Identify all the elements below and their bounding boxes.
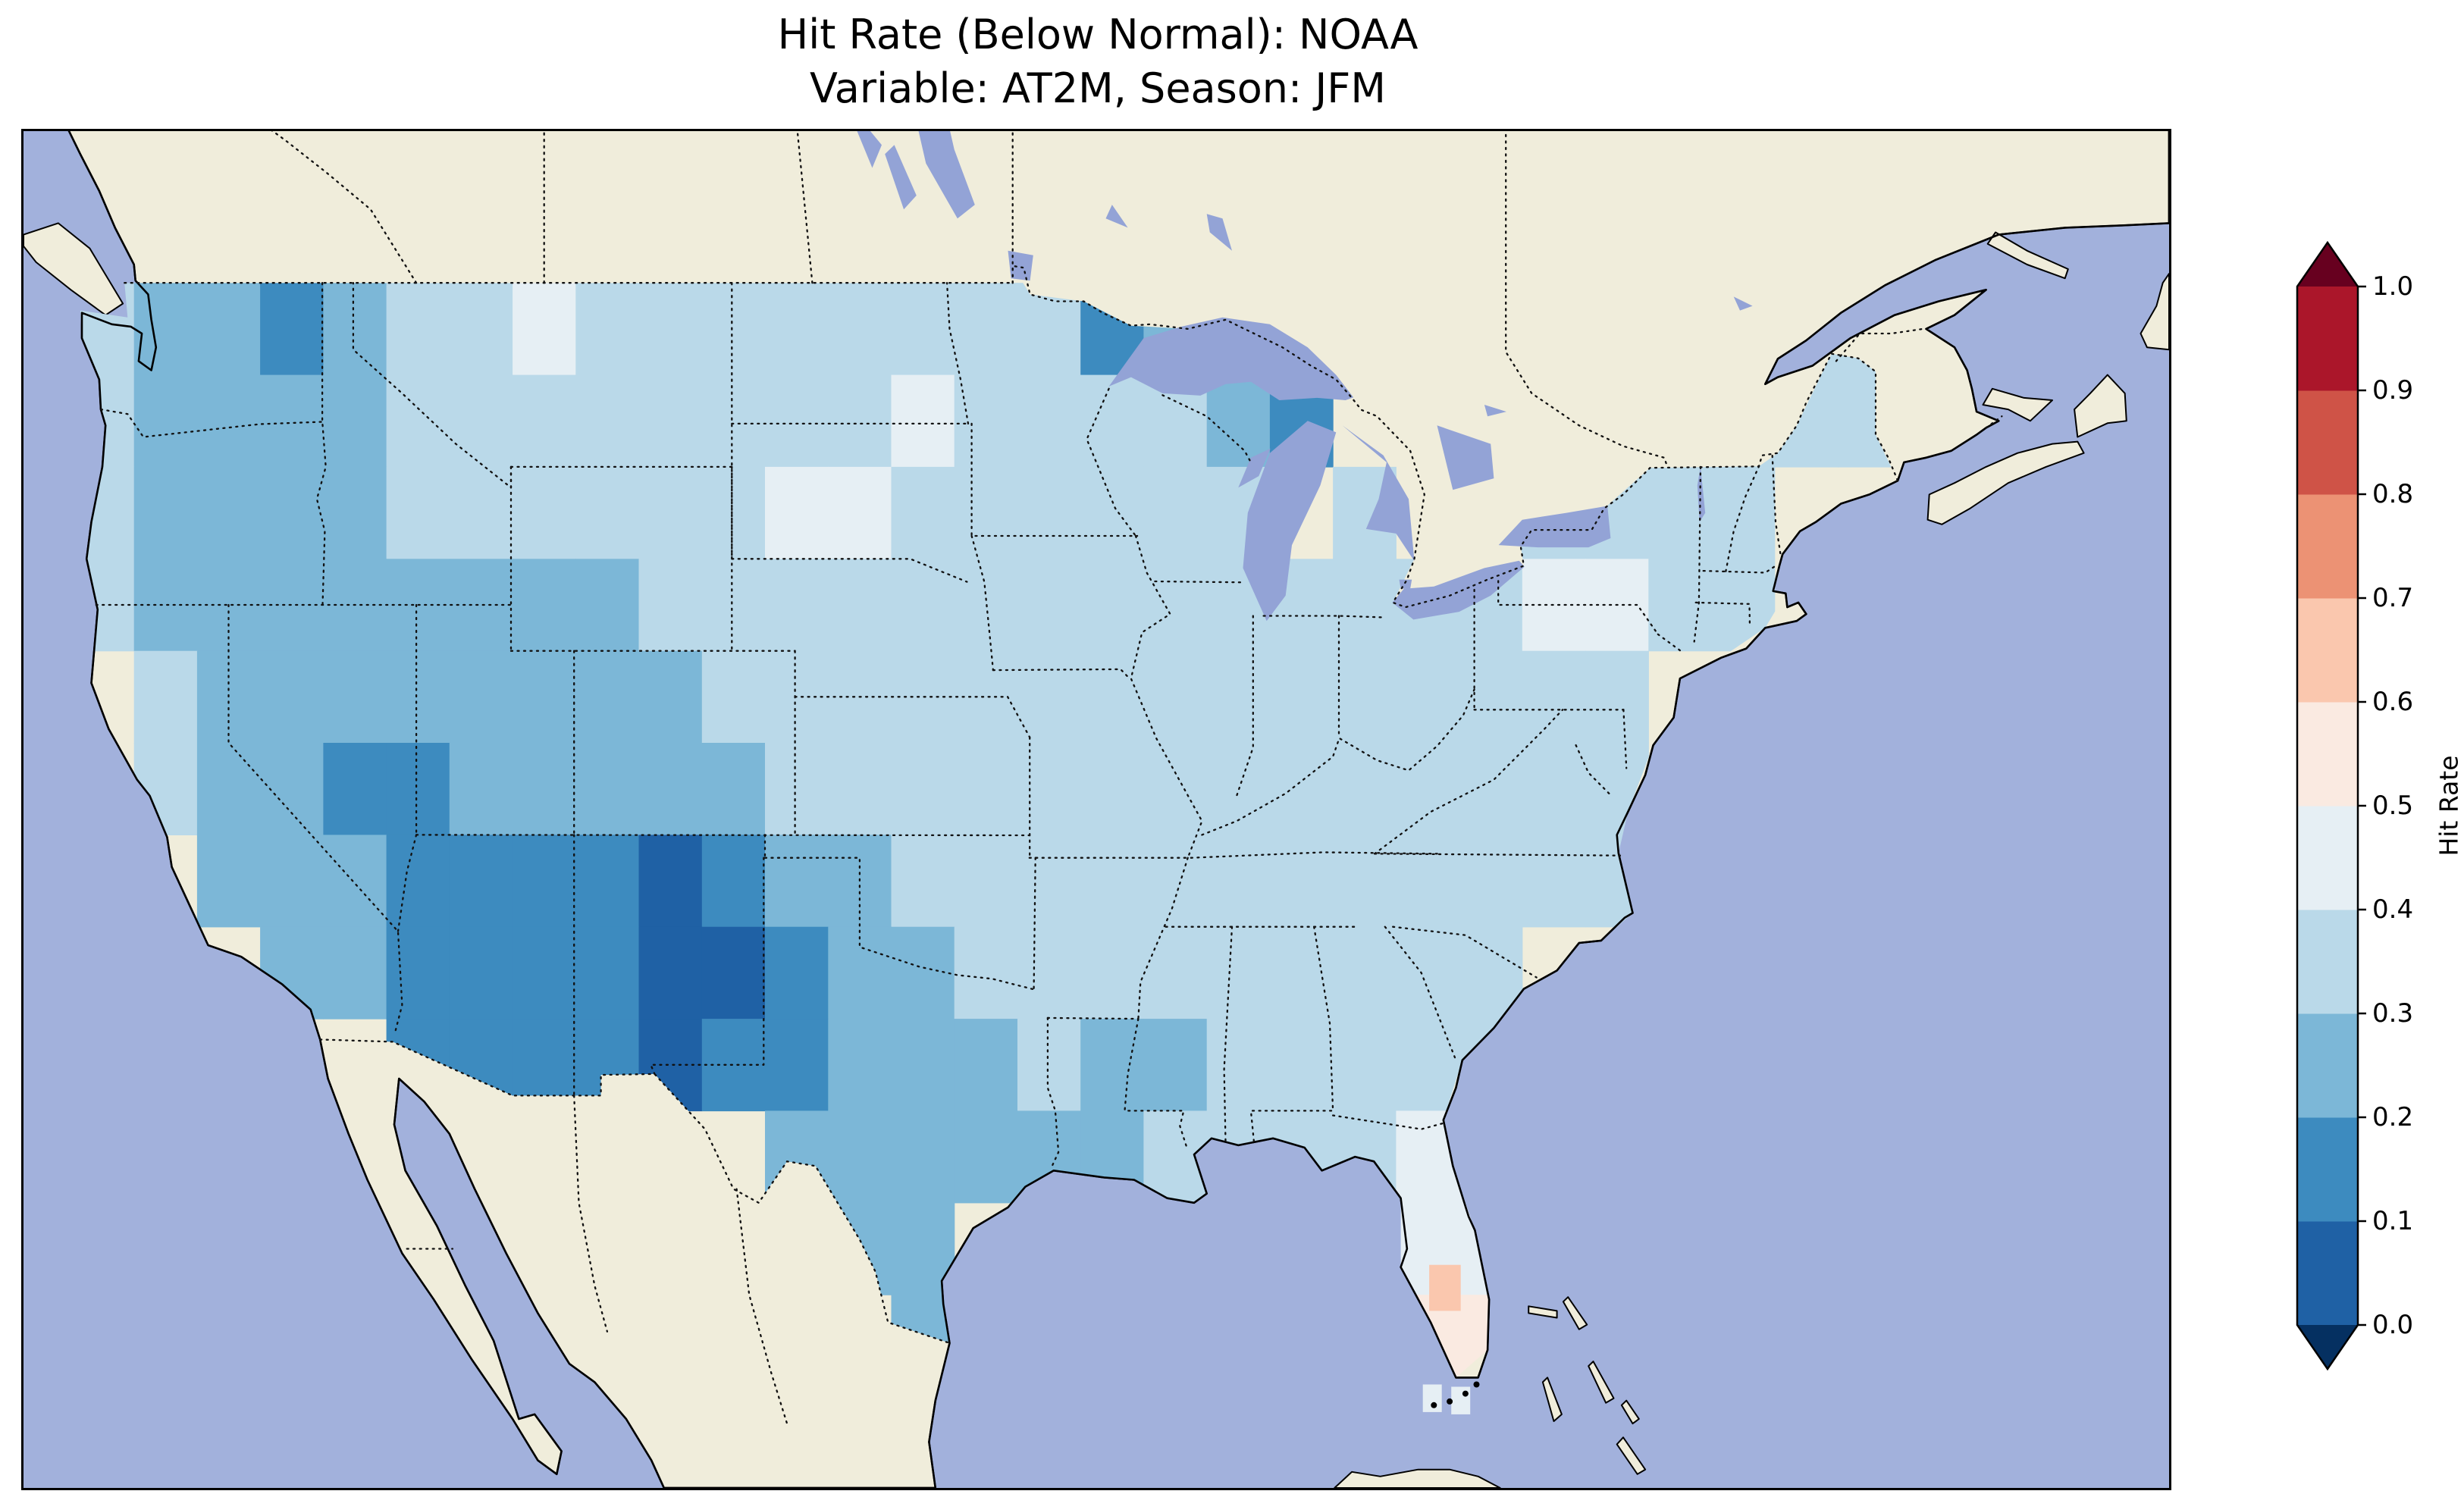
map-axes: [21, 129, 2171, 1490]
svg-text:0.3: 0.3: [2372, 998, 2413, 1029]
svg-text:0.1: 0.1: [2372, 1206, 2413, 1236]
svg-text:0.4: 0.4: [2372, 894, 2413, 925]
svg-text:1.0: 1.0: [2372, 271, 2413, 302]
chart-title: Hit Rate (Below Normal): NOAA Variable: …: [23, 8, 2173, 116]
title-line-1: Hit Rate (Below Normal): NOAA: [23, 8, 2173, 61]
svg-text:0.7: 0.7: [2372, 583, 2413, 613]
svg-text:0.0: 0.0: [2372, 1310, 2413, 1340]
us-hit-rate-map: [24, 131, 2169, 1488]
colorbar: 1.0 0.9 0.8 0.7 0.6 0.5 0.4 0.3 0.2 0.1 0.0 Hit Ra…: [2293, 241, 2464, 1378]
svg-text:0.2: 0.2: [2372, 1102, 2413, 1132]
svg-text:0.5: 0.5: [2372, 791, 2413, 821]
svg-text:0.9: 0.9: [2372, 375, 2413, 406]
colorbar-label: Hit Rate: [2434, 755, 2464, 856]
svg-text:0.6: 0.6: [2372, 687, 2413, 717]
svg-text:0.8: 0.8: [2372, 479, 2413, 509]
title-line-2: Variable: AT2M, Season: JFM: [23, 61, 2173, 115]
